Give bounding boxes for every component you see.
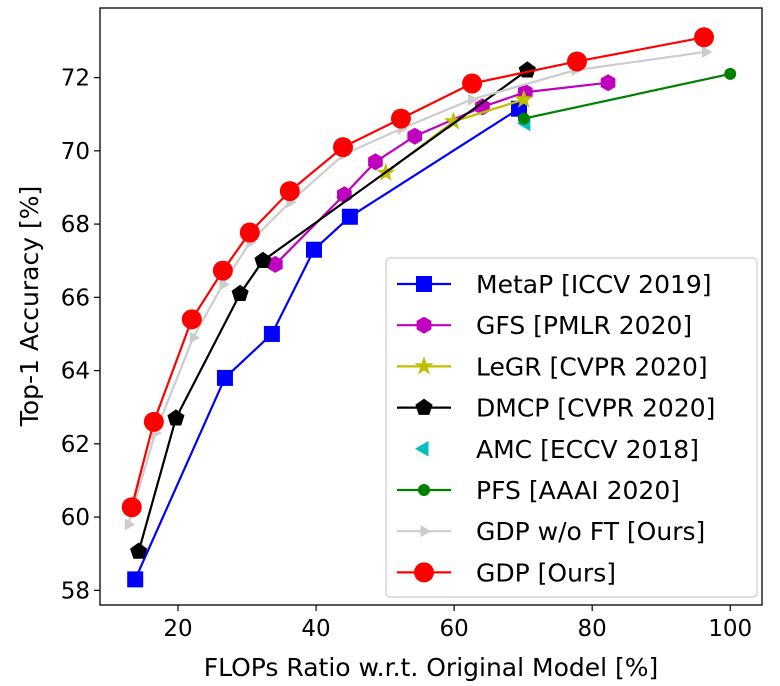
data-point	[279, 181, 300, 202]
series-line	[274, 81, 609, 266]
legend-marker	[416, 316, 432, 334]
data-point	[566, 51, 587, 72]
legend-entry: AMC [ECCV 2018]	[415, 435, 699, 464]
data-point	[407, 127, 423, 145]
data-point	[514, 89, 534, 108]
legend-marker	[415, 441, 429, 457]
y-tick-label: 68	[61, 212, 90, 238]
data-point	[332, 137, 353, 158]
legend-entry: DMCP [CVPR 2020]	[397, 394, 715, 423]
data-point	[263, 325, 280, 342]
legend-label: AMC [ECCV 2018]	[476, 435, 699, 464]
data-point	[212, 260, 233, 281]
series-5	[517, 67, 737, 125]
x-tick-label: 40	[301, 616, 330, 642]
series-7	[121, 27, 715, 518]
x-axis-label: FLOPs Ratio w.r.t. Original Model [%]	[204, 653, 659, 682]
y-tick-label: 58	[61, 578, 90, 604]
y-tick-label: 72	[61, 66, 90, 92]
series-2	[376, 89, 534, 181]
legend-marker	[415, 398, 433, 415]
legend-marker	[418, 484, 430, 496]
x-tick-label: 60	[439, 616, 468, 642]
legend-entry: GDP w/o FT [Ours]	[397, 517, 705, 546]
y-tick-label: 70	[61, 139, 90, 165]
data-point	[390, 108, 411, 129]
x-tick-label: 100	[708, 616, 752, 642]
data-point	[701, 45, 713, 58]
data-point	[239, 222, 260, 243]
legend-label: MetaP [ICCV 2019]	[476, 270, 712, 299]
legend-marker	[414, 356, 434, 375]
axis-ticks: 20 40 60 80 100 58 60 62 64 66 68 70 72	[61, 66, 752, 642]
plot-area	[121, 27, 737, 588]
legend-label: DMCP [CVPR 2020]	[476, 394, 715, 423]
x-tick-label: 20	[163, 616, 192, 642]
series-0	[127, 100, 528, 588]
legend-entry: PFS [AAAI 2020]	[397, 476, 680, 505]
legend-entry: GFS [PMLR 2020]	[397, 311, 692, 340]
data-point	[130, 542, 148, 559]
legend-entry: LeGR [CVPR 2020]	[397, 352, 708, 381]
data-point	[167, 409, 185, 426]
data-point	[724, 67, 737, 80]
data-point	[517, 112, 530, 125]
data-point	[254, 251, 272, 268]
data-point	[216, 369, 233, 386]
data-point	[600, 74, 616, 92]
y-tick-label: 62	[61, 432, 90, 458]
data-point	[127, 571, 144, 588]
series-line	[134, 107, 520, 580]
data-point	[467, 93, 479, 106]
data-point	[189, 331, 201, 344]
axes-frame	[99, 7, 763, 606]
data-point	[268, 255, 283, 273]
y-tick-label: 60	[61, 505, 90, 531]
y-tick-label: 64	[61, 359, 90, 385]
data-point	[462, 73, 483, 94]
x-tick-label: 80	[578, 616, 607, 642]
data-point	[124, 518, 136, 531]
data-point	[518, 61, 536, 78]
data-point	[341, 208, 358, 225]
legend-box	[385, 257, 758, 598]
legend-marker	[414, 562, 434, 583]
legend-entry: GDP [Ours]	[397, 558, 616, 587]
legend-label: PFS [AAAI 2020]	[476, 476, 680, 505]
data-point	[219, 278, 230, 291]
legend-label: LeGR [CVPR 2020]	[476, 352, 708, 381]
legend-label: GDP [Ours]	[476, 558, 616, 587]
data-point	[181, 309, 202, 330]
series-3	[130, 61, 536, 559]
legend-label: GDP w/o FT [Ours]	[476, 517, 705, 546]
legend-marker	[416, 276, 432, 292]
series-line	[523, 72, 731, 120]
legend-marker	[420, 525, 431, 538]
data-point	[121, 497, 142, 518]
legend-entry: MetaP [ICCV 2019]	[397, 270, 712, 299]
y-axis-label: Top-1 Accuracy [%]	[15, 186, 44, 427]
y-tick-label: 66	[61, 285, 90, 311]
legend-label: GFS [PMLR 2020]	[476, 311, 692, 340]
data-point	[443, 111, 463, 130]
data-point	[368, 153, 383, 171]
data-point	[694, 27, 715, 48]
legend: MetaP [ICCV 2019] GFS [PMLR 2020] LeGR [CV…	[385, 257, 758, 598]
data-point	[231, 284, 249, 301]
data-point	[143, 411, 164, 432]
data-point	[305, 241, 322, 258]
